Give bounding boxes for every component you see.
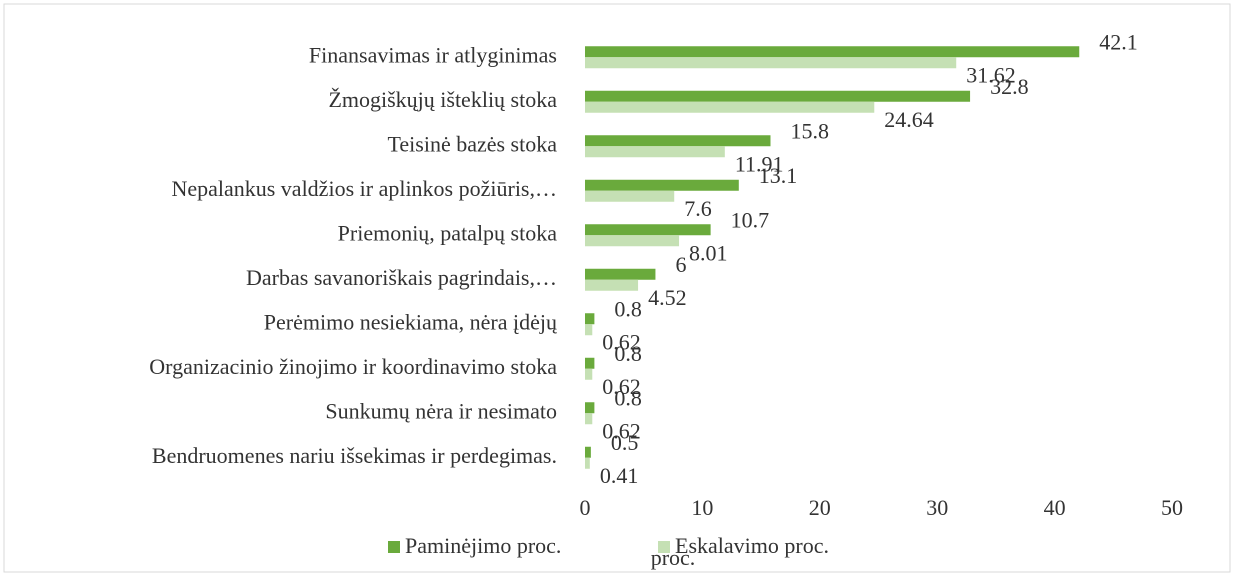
bar <box>585 446 591 458</box>
value-label: 0.8 <box>614 385 642 410</box>
value-label: 32.8 <box>990 74 1029 99</box>
y-tick-label: Perėmimo nesiekiama, nėra įdėjų <box>264 309 558 334</box>
value-label: 0.41 <box>600 463 639 488</box>
y-tick-label: Darbas savanoriškais pagrindais,… <box>246 265 557 290</box>
bar <box>585 268 656 280</box>
bar <box>585 402 595 414</box>
x-tick-label: 50 <box>1161 495 1183 520</box>
y-tick-label: Nepalankus valdžios ir aplinkos požiūris… <box>171 176 557 201</box>
value-label: 10.7 <box>731 207 770 232</box>
y-tick-label: Teisinė bazės stoka <box>387 131 557 156</box>
y-tick-label: Priemonių, patalpų stoka <box>338 220 558 245</box>
legend-swatch <box>388 541 400 553</box>
x-tick-label: 0 <box>580 495 591 520</box>
bar <box>585 235 680 247</box>
value-label: 0.8 <box>614 296 642 321</box>
value-label: 0.8 <box>614 341 642 366</box>
bar <box>585 46 1080 58</box>
value-label: 0.62 <box>602 329 641 354</box>
y-tick-label: Žmogiškųjų išteklių stoka <box>328 87 557 112</box>
value-label: 42.1 <box>1099 29 1138 54</box>
value-label: 24.64 <box>884 107 934 132</box>
value-label: 0.5 <box>611 430 639 455</box>
legend-label: Eskalavimo proc. <box>675 533 829 558</box>
value-label: 4.52 <box>648 285 687 310</box>
value-label: 15.8 <box>790 118 829 143</box>
value-label: 8.01 <box>689 240 728 265</box>
bar <box>585 279 639 291</box>
x-tick-label: 20 <box>809 495 831 520</box>
bar <box>585 324 593 336</box>
x-tick-label: 40 <box>1044 495 1066 520</box>
value-label: 0.62 <box>602 374 641 399</box>
value-label: 11.91 <box>735 151 784 176</box>
value-label: 6 <box>675 252 686 277</box>
bar <box>585 224 711 236</box>
y-tick-label: Finansavimas ir atlyginimas <box>309 42 557 67</box>
bar <box>585 357 595 369</box>
value-label: 0.62 <box>602 418 641 443</box>
legend-label: Paminėjimo proc. <box>405 533 561 558</box>
y-tick-label: Sunkumų nėra ir nesimato <box>325 398 557 423</box>
bar <box>585 190 675 202</box>
bar <box>585 146 725 158</box>
y-tick-label: Bendruomenes nariu išsekimas ir perdegim… <box>152 443 557 468</box>
bar <box>585 413 593 425</box>
bar <box>585 57 957 69</box>
y-tick-label: Organizacinio žinojimo ir koordinavimo s… <box>149 354 557 379</box>
value-label: 31.62 <box>966 62 1016 87</box>
bar <box>585 313 595 325</box>
x-tick-label: 30 <box>926 495 948 520</box>
value-label: 7.6 <box>684 196 712 221</box>
value-label: 13.1 <box>759 163 798 188</box>
bar <box>585 90 971 102</box>
legend-swatch <box>658 541 670 553</box>
bar <box>585 179 739 191</box>
bar <box>585 368 593 380</box>
x-tick-label: 10 <box>691 495 713 520</box>
bar <box>585 135 771 147</box>
bar <box>585 101 875 113</box>
bar <box>585 457 590 469</box>
